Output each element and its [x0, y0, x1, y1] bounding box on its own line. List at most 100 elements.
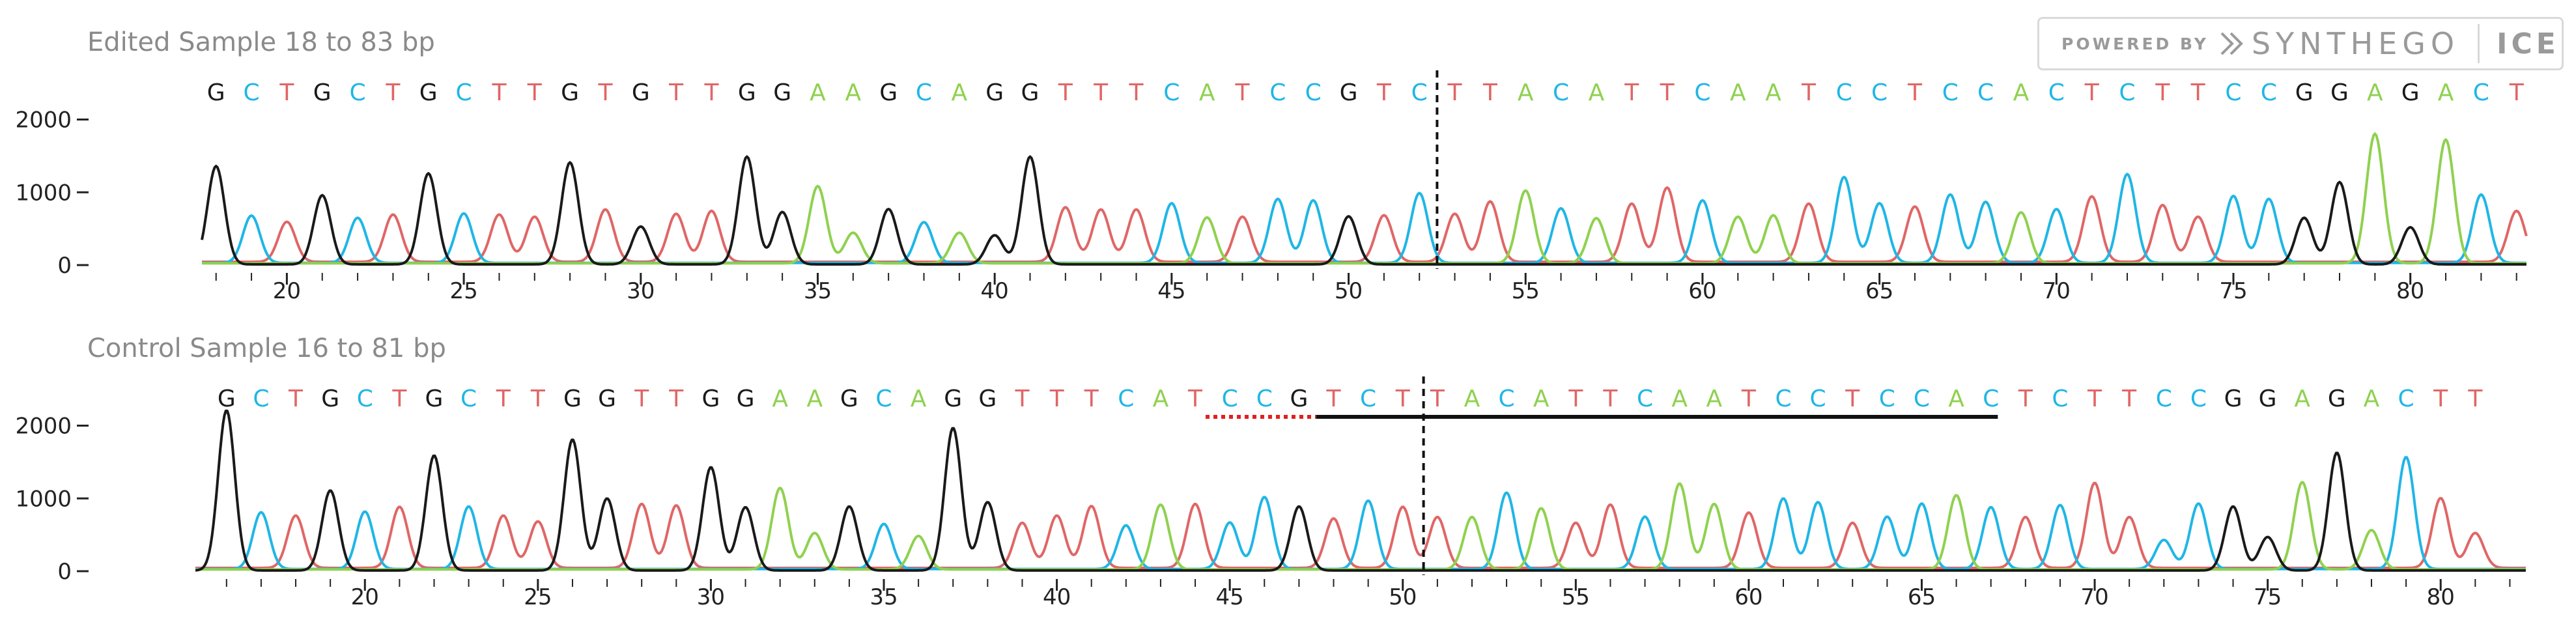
base-call-letter: A [1948, 386, 1964, 412]
base-call-letter: C [1360, 386, 1376, 412]
base-call-letter: A [1533, 386, 1550, 412]
base-call-letter: A [772, 386, 788, 412]
base-call-letter: T [496, 386, 511, 412]
base-call-letter: C [1694, 79, 1710, 106]
base-call-letter: G [737, 386, 755, 412]
base-call-letter: G [2401, 79, 2420, 106]
control-sample-title: Control Sample 16 to 81 bp [87, 333, 446, 363]
y-tick-label: 1000 [15, 180, 72, 206]
base-call-letter: A [845, 79, 861, 106]
x-tick-label: 55 [1562, 584, 1590, 610]
base-call-letter: A [1730, 79, 1746, 106]
base-call-letter: T [1660, 79, 1675, 106]
base-call-letter: A [1153, 386, 1169, 412]
y-tick-label: 0 [57, 253, 72, 279]
base-call-letter: A [2367, 79, 2383, 106]
base-call-letter: T [491, 79, 507, 106]
trace-g-line [195, 409, 2526, 572]
base-call-letter: C [1637, 386, 1653, 412]
base-call-letter: T [1447, 79, 1463, 106]
base-call-letter: A [2294, 386, 2310, 412]
base-call-letter: G [561, 79, 579, 106]
base-call-letter: C [1942, 79, 1959, 106]
base-call-letter: T [530, 386, 546, 412]
base-call-letter: C [2119, 79, 2135, 106]
base-call-letter: T [2155, 79, 2170, 106]
base-call-letter: G [773, 79, 791, 106]
base-call-letter: A [952, 79, 968, 106]
x-tick-label: 25 [449, 278, 477, 304]
base-call-letter: T [1084, 386, 1099, 412]
x-tick-label: 70 [2043, 278, 2071, 304]
base-call-letter: C [357, 386, 373, 412]
base-call-letter: A [2364, 386, 2380, 412]
y-tick-label: 2000 [15, 414, 72, 440]
x-tick-label: 80 [2396, 278, 2424, 304]
base-call-letter: T [391, 386, 407, 412]
y-tick-label: 1000 [15, 486, 72, 512]
base-call-letter: A [911, 386, 927, 412]
base-call-letter: T [2467, 386, 2483, 412]
base-call-letter: T [668, 386, 684, 412]
base-call-letter: T [527, 79, 543, 106]
base-call-letter: T [279, 79, 294, 106]
base-call-letter: T [1326, 386, 1342, 412]
base-call-letter: C [1411, 79, 1428, 106]
powered-by-label: POWERED BY [2061, 34, 2209, 53]
base-call-letter: C [2048, 79, 2065, 106]
base-call-letter: C [2156, 386, 2172, 412]
base-call-letter: C [1977, 79, 1994, 106]
y-tick-label: 2000 [15, 107, 72, 134]
base-call-letter: C [2190, 386, 2207, 412]
base-call-letter: T [1376, 79, 1392, 106]
ice-product-label: ICE [2497, 27, 2560, 61]
base-call-letter: T [2433, 386, 2448, 412]
base-call-letter: G [419, 79, 438, 106]
base-call-letter: G [2328, 386, 2346, 412]
base-call-letter: A [1765, 79, 1781, 106]
base-call-letter: T [1093, 79, 1109, 106]
base-call-letter: T [1907, 79, 1923, 106]
base-call-letter: C [1269, 79, 1286, 106]
base-call-letter: G [840, 386, 858, 412]
x-tick-label: 55 [1512, 278, 1540, 304]
base-call-letter: T [1602, 386, 1618, 412]
badge-divider [2478, 24, 2480, 63]
base-call-letter: T [1129, 79, 1144, 106]
base-call-letter: T [2190, 79, 2206, 106]
trace-t-line [202, 186, 2528, 263]
base-call-letter: C [253, 386, 269, 412]
base-call-letter: G [879, 79, 898, 106]
base-call-letter: A [810, 79, 826, 106]
base-call-letter: G [425, 386, 444, 412]
base-call-letter: T [1049, 386, 1065, 412]
base-call-letter: A [2438, 79, 2454, 106]
trace-c-line [195, 456, 2526, 571]
base-call-letter: G [218, 386, 236, 412]
base-call-letter: T [1395, 386, 1411, 412]
x-tick-label: 40 [1043, 584, 1071, 610]
base-call-letter: G [563, 386, 582, 412]
x-tick-label: 25 [524, 584, 552, 610]
base-call-letter: C [2473, 79, 2489, 106]
base-call-letter: C [2052, 386, 2068, 412]
x-tick-label: 60 [1734, 584, 1762, 610]
base-call-letter: G [985, 79, 1004, 106]
x-tick-label: 45 [1157, 278, 1185, 304]
base-call-letter: T [597, 79, 613, 106]
base-call-letter: T [1624, 79, 1639, 106]
synthego-ice-badge[interactable]: POWERED BY SYNTHEGO ICE [2037, 17, 2564, 70]
base-call-letter: G [2224, 386, 2243, 412]
x-tick-label: 40 [981, 278, 1009, 304]
base-call-letter: C [1914, 386, 1930, 412]
base-call-letter: C [456, 79, 472, 106]
x-tick-label: 65 [1908, 584, 1936, 610]
base-call-letter: C [1879, 386, 1895, 412]
control-sample-panel: Control Sample 16 to 81 bp 0 1000 2000 20 25… [15, 333, 2526, 610]
base-call-letter: T [1741, 386, 1757, 412]
base-call-letter: G [738, 79, 756, 106]
base-call-letter: T [2087, 386, 2102, 412]
base-call-letter: C [1871, 79, 1888, 106]
trace-g-line [201, 155, 2526, 266]
